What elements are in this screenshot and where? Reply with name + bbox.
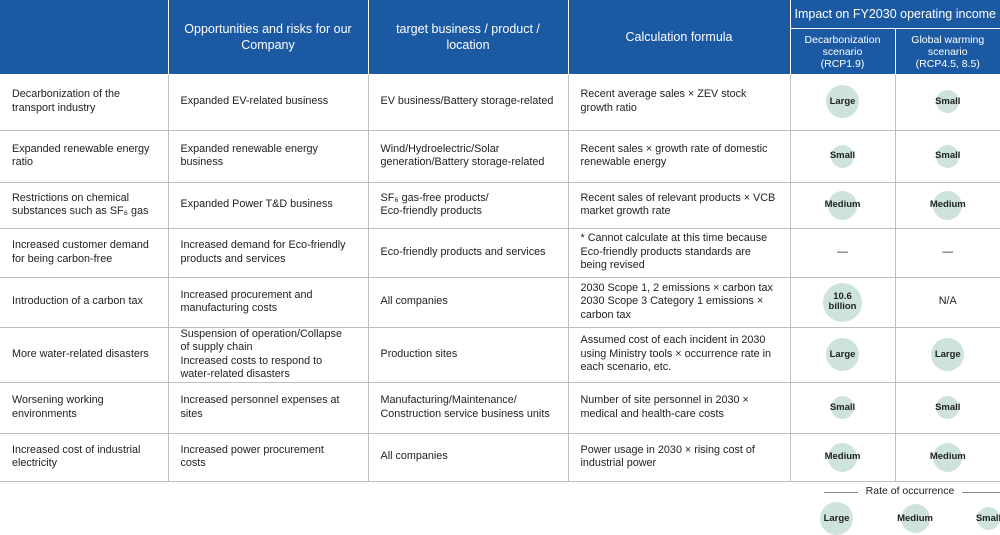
table-row: Increased customer demand for being carb… — [0, 228, 1000, 278]
impact-badge: Medium — [825, 442, 860, 472]
table-row: Worsening working environments Increased … — [0, 382, 1000, 434]
table-cell: Recent sales × growth rate of domestic r… — [567, 130, 790, 183]
table-row: Increased cost of industrial electricity… — [0, 433, 1000, 482]
table-cell: Increased procurement and manufacturing … — [167, 277, 368, 328]
table-cell: Recent sales of relevant products × VCB … — [567, 182, 790, 229]
impact-text: — — [837, 245, 848, 258]
impact-badge: Small — [830, 144, 855, 168]
impact-cell: 10.6 billion — [789, 277, 895, 328]
impact-cell: Small — [894, 130, 1000, 183]
impact-cell: Small — [789, 382, 895, 434]
table-cell: Increased cost of industrial electricity — [0, 433, 168, 482]
table-cell: Recent average sales × ZEV stock growth … — [567, 74, 790, 131]
legend-title: Rate of occurrence — [857, 485, 963, 497]
table-cell: Expanded Power T&D business — [167, 182, 368, 229]
impact-cell: Large — [894, 327, 1000, 383]
table-cell: Increased power procurement costs — [167, 433, 368, 482]
table-cell: Assumed cost of each incident in 2030 us… — [567, 327, 790, 383]
impact-cell: Small — [894, 74, 1000, 131]
table-cell: Manufacturing/Maintenance/ Construction … — [367, 382, 568, 434]
table-cell: Expanded EV-related business — [167, 74, 368, 131]
impact-cell: N/A — [894, 277, 1000, 328]
column-header: Global warming scenario (RCP4.5, 8.5) — [894, 28, 1000, 74]
impact-badge: Medium — [930, 190, 966, 220]
column-header: Decarbonization scenario (RCP1.9) — [789, 28, 895, 74]
legend: Rate of occurrence Large Medium Small — [820, 482, 1000, 535]
impact-cell: Small — [789, 130, 895, 183]
impact-badge: Small — [830, 396, 855, 419]
table-row: Decarbonization of the transport industr… — [0, 74, 1000, 131]
impact-badge: Large — [931, 338, 965, 371]
risk-table: Opportunities and risks for our Company … — [0, 0, 1000, 482]
impact-cell: Medium — [789, 433, 895, 482]
legend-title-wrap: Rate of occurrence — [820, 485, 1000, 497]
impact-cell: Large — [789, 327, 895, 383]
table-cell: Production sites — [367, 327, 568, 383]
impact-badge: Small — [935, 90, 960, 114]
impact-cell: Small — [894, 382, 1000, 434]
table-cell: Eco-friendly products and services — [367, 228, 568, 278]
impact-badge: 10.6 billion — [823, 282, 862, 322]
table-cell: Increased customer demand for being carb… — [0, 228, 168, 278]
impact-text: — — [942, 245, 954, 258]
table-cell: Suspension of operation/Collapse of supp… — [167, 327, 368, 383]
table-cell: Increased demand for Eco-friendly produc… — [167, 228, 368, 278]
column-header: Opportunities and risks for our Company — [167, 0, 368, 74]
impact-badge: Medium — [930, 442, 966, 472]
table-cell: * Cannot calculate at this time because … — [567, 228, 790, 278]
impact-badge: Small — [935, 144, 960, 168]
impact-cell: — — [789, 228, 895, 278]
table-cell: Increased personnel expenses at sites — [167, 382, 368, 434]
table-cell: Number of site personnel in 2030 × medic… — [567, 382, 790, 434]
table-cell: Worsening working environments — [0, 382, 168, 434]
table-cell: Power usage in 2030 × rising cost of ind… — [567, 433, 790, 482]
table-cell: Introduction of a carbon tax — [0, 277, 168, 328]
table-body: Decarbonization of the transport industr… — [0, 74, 1000, 482]
table-cell: More water-related disasters — [0, 327, 168, 383]
impact-cell: Medium — [894, 182, 1000, 229]
table-cell: SF₆ gas-free products/ Eco-friendly prod… — [367, 182, 568, 229]
legend-badge: Small — [976, 507, 1000, 530]
table-row: Expanded renewable energy ratio Expanded … — [0, 130, 1000, 183]
impact-header: Impact on FY2030 operating income — [789, 0, 1000, 29]
impact-cell: Medium — [894, 433, 1000, 482]
impact-badge: Small — [935, 396, 960, 419]
table-cell: All companies — [367, 433, 568, 482]
column-header — [0, 0, 168, 74]
impact-badge: Large — [826, 338, 859, 371]
column-header: target business / product / location — [367, 0, 568, 74]
table-row: Introduction of a carbon tax Increased pr… — [0, 277, 1000, 328]
table-cell: Expanded renewable energy ratio — [0, 130, 168, 183]
table-cell: All companies — [367, 277, 568, 328]
table-cell: Decarbonization of the transport industr… — [0, 74, 168, 131]
table-cell: Expanded renewable energy business — [167, 130, 368, 183]
legend-badge: Medium — [897, 504, 933, 533]
legend-badge: Large — [820, 502, 853, 535]
table-row: Restrictions on chemical substances such… — [0, 182, 1000, 229]
impact-text: N/A — [938, 295, 957, 308]
impact-cell: — — [894, 228, 1000, 278]
impact-cell: Medium — [789, 182, 895, 229]
column-header: Calculation formula — [567, 0, 790, 74]
legend-items: Large Medium Small — [820, 502, 1000, 535]
impact-badge: Large — [826, 85, 859, 119]
table-cell: EV business/Battery storage-related — [367, 74, 568, 131]
impact-badge: Medium — [825, 190, 860, 220]
table-cell: Restrictions on chemical substances such… — [0, 182, 168, 229]
table-cell: Wind/Hydroelectric/Solar generation/Batt… — [367, 130, 568, 183]
table-cell: 2030 Scope 1, 2 emissions × carbon tax 2… — [567, 277, 790, 328]
table-row: More water-related disasters Suspension o… — [0, 327, 1000, 383]
impact-cell: Large — [789, 74, 895, 131]
